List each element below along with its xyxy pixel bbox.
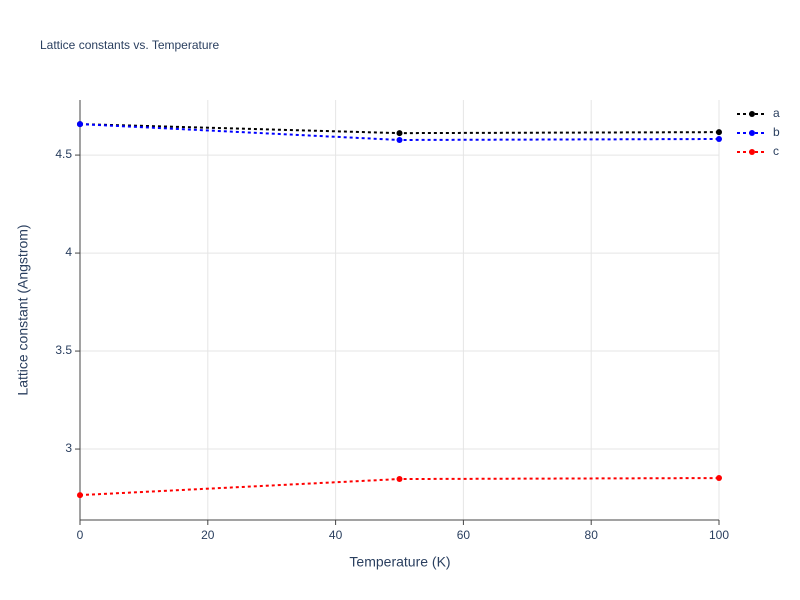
data-point <box>716 475 722 482</box>
y-tick-label: 4 <box>65 245 72 259</box>
data-point <box>77 492 83 499</box>
x-tick-label: 60 <box>457 528 471 542</box>
legend-label: c <box>773 144 779 158</box>
data-point <box>716 129 722 136</box>
legend-label: b <box>773 125 780 139</box>
x-tick-label: 20 <box>201 528 215 542</box>
data-point <box>396 476 403 483</box>
data-point <box>716 136 722 143</box>
x-tick-label: 100 <box>709 528 729 542</box>
y-tick-label: 4.5 <box>55 147 72 161</box>
x-tick-label: 0 <box>77 528 84 542</box>
legend-label: a <box>773 106 780 120</box>
data-point <box>77 121 83 128</box>
x-tick-label: 40 <box>329 528 343 542</box>
legend-marker <box>749 130 755 136</box>
y-axis-label: Lattice constant (Angstrom) <box>15 224 31 395</box>
chart-title: Lattice constants vs. Temperature <box>40 38 220 52</box>
data-point <box>396 136 403 143</box>
x-axis-label: Temperature (K) <box>349 554 450 570</box>
legend-marker <box>749 111 755 117</box>
y-tick-label: 3 <box>65 441 72 455</box>
legend-marker <box>749 149 755 155</box>
x-tick-label: 80 <box>585 528 599 542</box>
data-point <box>396 130 403 137</box>
y-tick-label: 3.5 <box>55 343 72 357</box>
